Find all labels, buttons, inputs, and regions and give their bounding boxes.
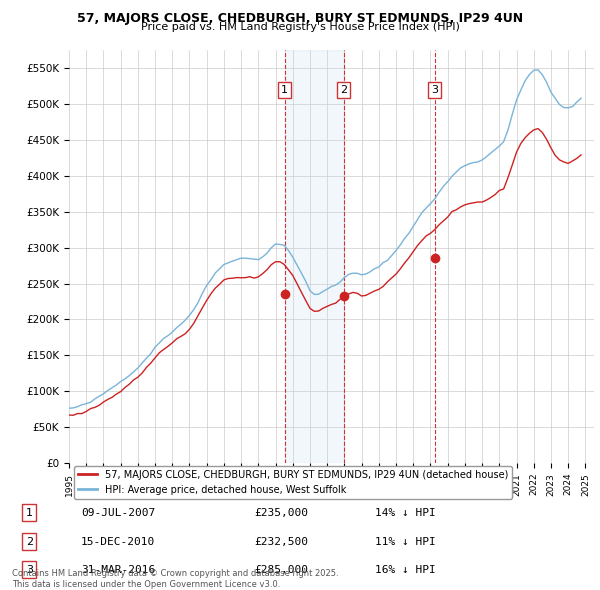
Text: 1: 1 (281, 84, 288, 94)
Bar (284, 50, 344, 463)
Text: Price paid vs. HM Land Registry's House Price Index (HPI): Price paid vs. HM Land Registry's House … (140, 22, 460, 32)
Text: 3: 3 (431, 84, 438, 94)
Text: 09-JUL-2007: 09-JUL-2007 (81, 508, 155, 518)
Text: 57, MAJORS CLOSE, CHEDBURGH, BURY ST EDMUNDS, IP29 4UN: 57, MAJORS CLOSE, CHEDBURGH, BURY ST EDM… (77, 12, 523, 25)
Text: 2: 2 (340, 84, 347, 94)
Text: £235,000: £235,000 (254, 508, 308, 518)
Text: Contains HM Land Registry data © Crown copyright and database right 2025.
This d: Contains HM Land Registry data © Crown c… (12, 569, 338, 589)
Text: 2: 2 (26, 537, 33, 547)
Legend: 57, MAJORS CLOSE, CHEDBURGH, BURY ST EDMUNDS, IP29 4UN (detached house), HPI: Av: 57, MAJORS CLOSE, CHEDBURGH, BURY ST EDM… (74, 466, 512, 499)
Text: 14% ↓ HPI: 14% ↓ HPI (375, 508, 436, 518)
Text: 16% ↓ HPI: 16% ↓ HPI (375, 565, 436, 575)
Text: 3: 3 (26, 565, 33, 575)
Text: £285,000: £285,000 (254, 565, 308, 575)
Text: 1: 1 (26, 508, 33, 518)
Text: £232,500: £232,500 (254, 537, 308, 547)
Text: 31-MAR-2016: 31-MAR-2016 (81, 565, 155, 575)
Text: 15-DEC-2010: 15-DEC-2010 (81, 537, 155, 547)
Text: 11% ↓ HPI: 11% ↓ HPI (375, 537, 436, 547)
